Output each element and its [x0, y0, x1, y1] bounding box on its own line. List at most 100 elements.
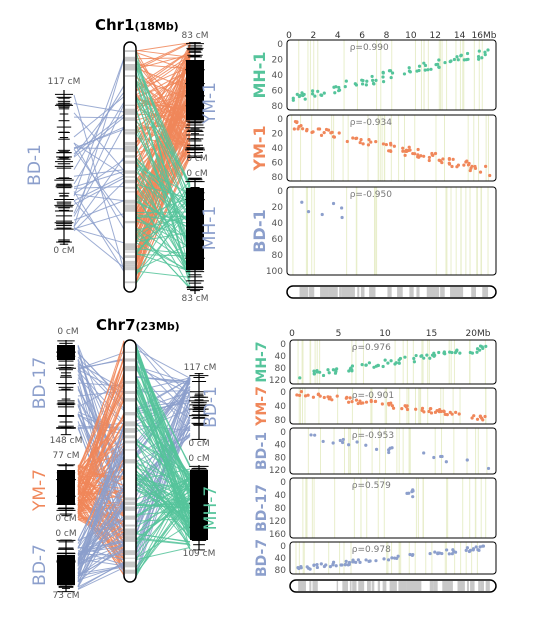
- chr7-panel-1-point: [414, 353, 418, 358]
- chr1-panel-1-point: [374, 78, 378, 82]
- chr7-panel-label: MH-7: [254, 341, 270, 382]
- chr1-link-bd: [73, 103, 125, 113]
- chr7-panel-3-point: [439, 454, 443, 459]
- chr1-panel-2-point: [392, 144, 396, 148]
- chr7-chrom-band: [125, 412, 135, 415]
- chr7-map-ym-dense-block: [57, 470, 75, 505]
- chr7-panel-2-point: [356, 401, 360, 406]
- chr7-panel-4-point: [405, 491, 409, 495]
- chr7-hchrom-band: [442, 581, 449, 591]
- chr1-panel-3-point: [340, 215, 344, 220]
- chr1-link-bd: [73, 142, 125, 176]
- chr1-panel-3-ytick: 100: [266, 267, 283, 277]
- chr7-bd17-top-label: 0 cM: [57, 327, 78, 337]
- chr1-panel-1-point: [322, 91, 326, 95]
- chr7-panel-5-point: [477, 548, 481, 552]
- chr7-link-bd17: [77, 390, 125, 397]
- chr7-panel-5-point: [436, 551, 440, 555]
- chr1-panel-2-point: [456, 163, 461, 167]
- chr1-link-bd: [73, 126, 125, 217]
- chr1-panel-2-point: [345, 139, 349, 144]
- chr7-link-mh: [135, 489, 191, 554]
- chr7-phys-tick: 0: [289, 329, 295, 339]
- chr1-panel-1-point: [407, 69, 412, 73]
- chr7-chrom-band: [125, 365, 135, 369]
- chr1-hchrom-band: [458, 287, 464, 297]
- chr1-chrom-band: [125, 256, 135, 258]
- chr1-panel-2-point: [430, 153, 434, 157]
- chr1-panel-3-point: [306, 210, 311, 214]
- chr7-link-bd1: [135, 349, 191, 379]
- chr1-link-mh: [135, 166, 191, 278]
- chr7-link-ym: [77, 340, 125, 482]
- chr7-panel-1-point: [475, 350, 479, 354]
- chr1-link-mh: [135, 98, 191, 194]
- chr7-panel-1-point: [315, 370, 319, 374]
- chr1-panel-1-point: [310, 89, 315, 93]
- chr7-panel-2-point: [481, 418, 485, 422]
- chr7-ym-bottom-label: 0 cM: [55, 514, 76, 524]
- chr7-phys-tick: 15: [426, 329, 437, 339]
- chr1-physical-chromosome: [123, 41, 137, 293]
- chr7-panel-3-point: [321, 439, 325, 444]
- chr1-panel-2-point: [355, 136, 359, 140]
- chr1-chrom-band: [125, 281, 135, 284]
- chr7-panel-2-point: [427, 409, 431, 414]
- chr7-panel-3-ytick: 120: [269, 466, 286, 476]
- chr7-panel-1-point: [298, 376, 302, 380]
- chr1-link-mh: [135, 214, 191, 267]
- chr7-panel-3-ytick: 40: [275, 441, 287, 451]
- chr1-link-mh: [135, 228, 191, 290]
- chr7-panel-1-point: [394, 361, 398, 365]
- chr7-chrom-band: [125, 557, 135, 559]
- chr7-panel-3-point: [444, 460, 448, 464]
- chr7-panel-4-ytick: 0: [280, 478, 286, 488]
- chr1-panel-1-point: [381, 80, 386, 84]
- chr1-panel-2-point: [413, 152, 417, 156]
- chr7-panel-1-point: [389, 359, 393, 363]
- chr7-panel-3-point: [341, 437, 345, 442]
- chr7-link-ym: [77, 399, 125, 511]
- chr1-panel-2-point: [466, 163, 471, 167]
- chr7-panel-5-point: [306, 566, 311, 570]
- chr1-chrom-band: [125, 117, 135, 121]
- chr1-hchrom-band: [299, 287, 304, 297]
- chr1-link-bd: [73, 175, 125, 202]
- chr7-panel-5-point: [344, 559, 348, 563]
- chr7-hchrom-band: [457, 581, 461, 591]
- chr7-panel-3-point: [331, 441, 335, 445]
- chr7-panel-5-point: [481, 544, 486, 548]
- chr7-hchrom-band: [401, 581, 404, 591]
- chr1-panel-3-ytick: 20: [272, 203, 284, 213]
- chr1-panel-2-point: [310, 130, 314, 135]
- chr7-link-mh: [135, 451, 191, 547]
- chr1-panel-1-point: [353, 82, 357, 86]
- chr7-link-mh: [135, 477, 191, 500]
- chr1-panel-2-point: [416, 147, 420, 152]
- chr7-link-ym: [77, 475, 125, 478]
- chr7-panel-2-point: [345, 395, 349, 399]
- chr7-link-bd7: [77, 502, 125, 583]
- chr7-panel-3-ytick: 0: [280, 428, 286, 438]
- chr7-panel-5-point: [319, 562, 323, 566]
- chr1-link-ym: [135, 60, 191, 114]
- chr1-panel-1-point: [361, 78, 365, 83]
- chr7-link-bd7: [77, 487, 125, 549]
- chr1-hchrom-band: [435, 287, 440, 297]
- chr1-panel-1-point: [388, 69, 393, 73]
- chr1-title-name: Chr1: [95, 16, 135, 34]
- chr1-panel-1-point: [310, 92, 315, 96]
- chr1-panel-1-point: [371, 81, 376, 86]
- chr1-link-bd: [73, 226, 125, 268]
- chr1-link-mh: [135, 270, 191, 278]
- chr7-hchrom-band: [429, 581, 434, 591]
- chr7-panel-2-point: [299, 390, 304, 394]
- chr7-panel-4-ytick: 120: [269, 517, 286, 527]
- chr1-chrom-band: [125, 260, 135, 265]
- chr7-panel-1-point: [360, 363, 364, 367]
- chr7-chrom-band: [125, 536, 135, 541]
- chr7-map-bd17-dense-block: [57, 345, 75, 360]
- chr7-hchrom-band: [403, 581, 407, 591]
- chr7-panel-5-point: [474, 545, 478, 549]
- chr7-hchrom-band: [336, 581, 339, 591]
